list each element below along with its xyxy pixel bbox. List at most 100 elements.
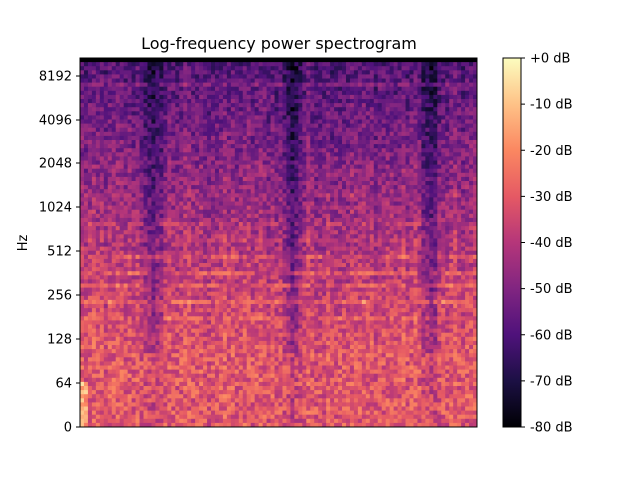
heatmap-cell bbox=[234, 172, 240, 178]
heatmap-cell bbox=[298, 246, 303, 252]
heatmap-cell bbox=[131, 140, 136, 145]
heatmap-cell bbox=[143, 394, 148, 399]
heatmap-cell bbox=[195, 160, 200, 165]
heatmap-cell bbox=[183, 217, 188, 223]
heatmap-cell bbox=[143, 357, 148, 362]
heatmap-cell bbox=[151, 123, 156, 129]
heatmap-cell bbox=[107, 115, 113, 120]
heatmap-cell bbox=[214, 402, 220, 407]
heatmap-cell bbox=[218, 90, 224, 96]
heatmap-cell bbox=[262, 197, 267, 202]
heatmap-cell bbox=[222, 414, 228, 420]
heatmap-cell bbox=[222, 250, 228, 256]
heatmap-cell bbox=[183, 213, 188, 219]
heatmap-cell bbox=[294, 410, 299, 416]
heatmap-cell bbox=[242, 410, 248, 416]
heatmap-cell bbox=[171, 107, 176, 112]
heatmap-cell bbox=[191, 160, 196, 165]
heatmap-cell bbox=[167, 144, 172, 149]
heatmap-cell bbox=[107, 78, 113, 83]
heatmap-cell bbox=[119, 390, 125, 395]
heatmap-cell bbox=[83, 58, 89, 63]
heatmap-cell bbox=[211, 304, 216, 309]
heatmap-cell bbox=[238, 336, 244, 342]
heatmap-cell bbox=[111, 279, 117, 284]
heatmap-cell bbox=[270, 160, 275, 165]
heatmap-cell bbox=[230, 86, 236, 92]
heatmap-cell bbox=[286, 279, 291, 284]
heatmap-cell bbox=[143, 205, 148, 211]
heatmap-cell bbox=[203, 90, 208, 96]
heatmap-cell bbox=[250, 127, 256, 133]
heatmap-cell bbox=[203, 410, 208, 416]
heatmap-cell bbox=[179, 377, 184, 383]
heatmap-cell bbox=[91, 70, 97, 75]
heatmap-cell bbox=[91, 58, 97, 63]
heatmap-cell bbox=[135, 140, 140, 145]
heatmap-cell bbox=[159, 78, 164, 83]
heatmap-cell bbox=[111, 349, 117, 354]
heatmap-cell bbox=[111, 62, 117, 67]
heatmap-cell bbox=[155, 402, 160, 407]
heatmap-cell bbox=[151, 230, 156, 235]
heatmap-cell bbox=[254, 152, 260, 157]
heatmap-cell bbox=[80, 295, 85, 301]
heatmap-cell bbox=[143, 217, 148, 223]
heatmap-cell bbox=[115, 115, 121, 120]
heatmap-cell bbox=[167, 217, 172, 223]
heatmap-cell bbox=[119, 90, 125, 96]
heatmap-cell bbox=[143, 119, 148, 124]
heatmap-cell bbox=[274, 205, 279, 211]
heatmap-cell bbox=[107, 135, 113, 141]
heatmap-cell bbox=[83, 238, 89, 243]
heatmap-cell bbox=[203, 263, 208, 268]
heatmap-cell bbox=[179, 238, 184, 243]
heatmap-cell bbox=[286, 283, 291, 288]
heatmap-cell bbox=[83, 283, 89, 288]
heatmap-cell bbox=[298, 144, 303, 149]
heatmap-cell bbox=[159, 332, 164, 338]
heatmap-cell bbox=[242, 418, 248, 424]
heatmap-cell bbox=[250, 160, 256, 165]
heatmap-cell bbox=[195, 111, 200, 116]
heatmap-cell bbox=[207, 267, 212, 272]
heatmap-cell bbox=[222, 119, 228, 124]
heatmap-cell bbox=[199, 418, 204, 424]
heatmap-cell bbox=[163, 345, 168, 350]
heatmap-cell bbox=[111, 357, 117, 362]
heatmap-cell bbox=[107, 414, 113, 420]
heatmap-cell bbox=[187, 336, 192, 342]
heatmap-cell bbox=[246, 373, 252, 379]
heatmap-cell bbox=[163, 275, 168, 280]
heatmap-cell bbox=[290, 86, 295, 92]
heatmap-cell bbox=[203, 373, 208, 379]
heatmap-cell bbox=[195, 308, 200, 313]
heatmap-cell bbox=[218, 340, 224, 346]
heatmap-cell bbox=[214, 312, 220, 317]
heatmap-cell bbox=[290, 82, 295, 88]
heatmap-cell bbox=[87, 361, 93, 366]
heatmap-cell bbox=[187, 111, 192, 116]
heatmap-cell bbox=[278, 189, 283, 194]
heatmap-cell bbox=[171, 398, 176, 403]
heatmap-cell bbox=[230, 230, 236, 235]
heatmap-cell bbox=[211, 78, 216, 83]
heatmap-cell bbox=[87, 410, 93, 416]
heatmap-cell bbox=[123, 164, 129, 170]
heatmap-cell bbox=[294, 349, 299, 354]
heatmap-cell bbox=[127, 185, 133, 190]
heatmap-cell bbox=[139, 328, 144, 334]
heatmap-cell bbox=[127, 250, 133, 256]
heatmap-cell bbox=[151, 332, 156, 338]
heatmap-cell bbox=[258, 271, 264, 276]
heatmap-cell bbox=[218, 414, 224, 420]
heatmap-cell bbox=[99, 111, 105, 116]
heatmap-cell bbox=[294, 299, 299, 305]
heatmap-cell bbox=[119, 148, 125, 153]
heatmap-cell bbox=[179, 410, 184, 416]
heatmap-cell bbox=[266, 78, 271, 83]
heatmap-cell bbox=[155, 398, 160, 403]
heatmap-cell bbox=[298, 172, 303, 178]
heatmap-cell bbox=[175, 156, 180, 161]
heatmap-cell bbox=[99, 345, 105, 350]
